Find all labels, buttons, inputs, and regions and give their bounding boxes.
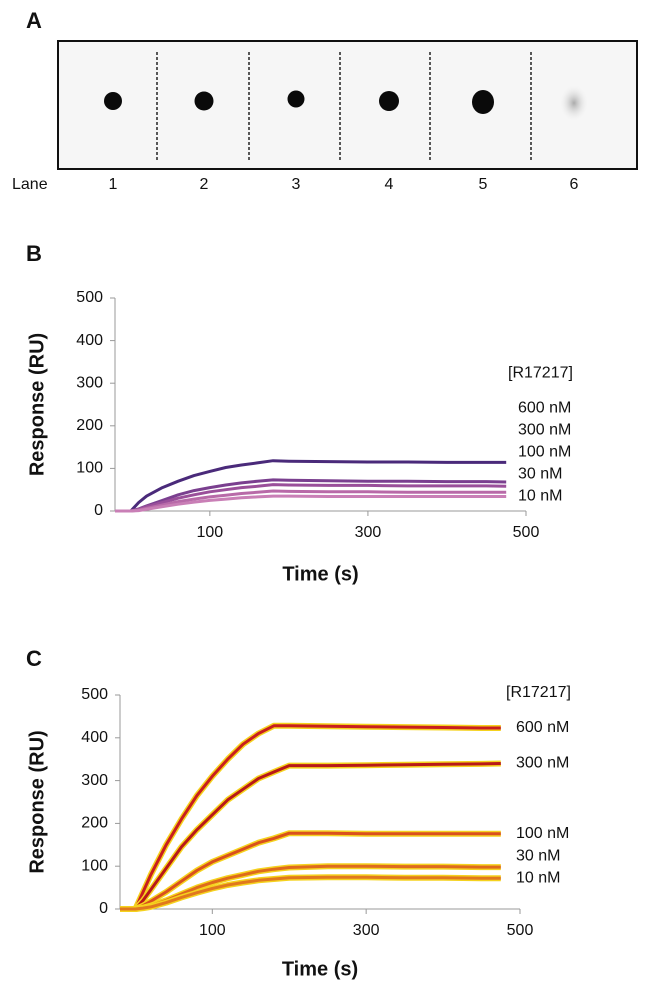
lane-number: 2 (200, 176, 209, 193)
y-tick-label: 500 (76, 289, 103, 306)
y-tick-label: 200 (76, 417, 103, 434)
panel-label: B (26, 241, 42, 266)
series-line (120, 831, 501, 911)
series-line (115, 494, 507, 513)
y-tick-label: 200 (81, 815, 108, 832)
blot-separators (156, 52, 532, 160)
series-label: 100 nM (518, 444, 571, 461)
lane-label: Lane (12, 176, 48, 193)
series-label: 300 nM (516, 755, 569, 772)
y-tick-label: 100 (76, 460, 103, 477)
x-tick-label: 300 (353, 922, 380, 939)
blot-frame (57, 40, 638, 170)
y-axis-title: Response (RU) (26, 333, 48, 476)
series-label: 600 nM (518, 400, 571, 417)
lane-number: 3 (292, 176, 301, 193)
lane-number: 1 (109, 176, 118, 193)
series-label: 10 nM (516, 869, 560, 886)
series-line (115, 483, 507, 513)
x-tick-label: 500 (513, 524, 540, 541)
series-label: 600 nM (516, 719, 569, 736)
panel-label: A (26, 8, 42, 33)
series-label: 10 nM (518, 488, 562, 505)
x-axis-title: Time (s) (282, 563, 358, 585)
panel-label: C (26, 646, 42, 671)
blot-spots (104, 85, 588, 121)
x-tick-label: 500 (507, 922, 534, 939)
series-label: 300 nM (518, 422, 571, 439)
series-line (115, 459, 507, 513)
legend-title: [R17217] (506, 684, 571, 701)
y-tick-label: 100 (81, 857, 108, 874)
lane-number: 4 (385, 176, 394, 193)
x-tick-label: 300 (355, 524, 382, 541)
y-tick-label: 0 (99, 900, 108, 917)
x-axis-title: Time (s) (282, 958, 358, 980)
series-line (120, 762, 501, 911)
series-label: 30 nM (518, 466, 562, 483)
series-label: 30 nM (516, 847, 560, 864)
series-line (120, 875, 501, 911)
y-tick-label: 500 (81, 686, 108, 703)
series-line (120, 724, 501, 911)
y-tick-label: 300 (81, 772, 108, 789)
y-tick-label: 0 (94, 502, 103, 519)
y-axis-title: Response (RU) (26, 730, 48, 873)
y-tick-label: 400 (81, 729, 108, 746)
x-tick-label: 100 (196, 524, 223, 541)
lane-number: 6 (570, 176, 579, 193)
legend-title: [R17217] (508, 365, 573, 382)
lane-number: 5 (479, 176, 488, 193)
series-label: 100 nM (516, 825, 569, 842)
x-tick-label: 100 (199, 922, 226, 939)
y-tick-label: 400 (76, 332, 103, 349)
series-line (115, 489, 507, 513)
y-tick-label: 300 (76, 374, 103, 391)
